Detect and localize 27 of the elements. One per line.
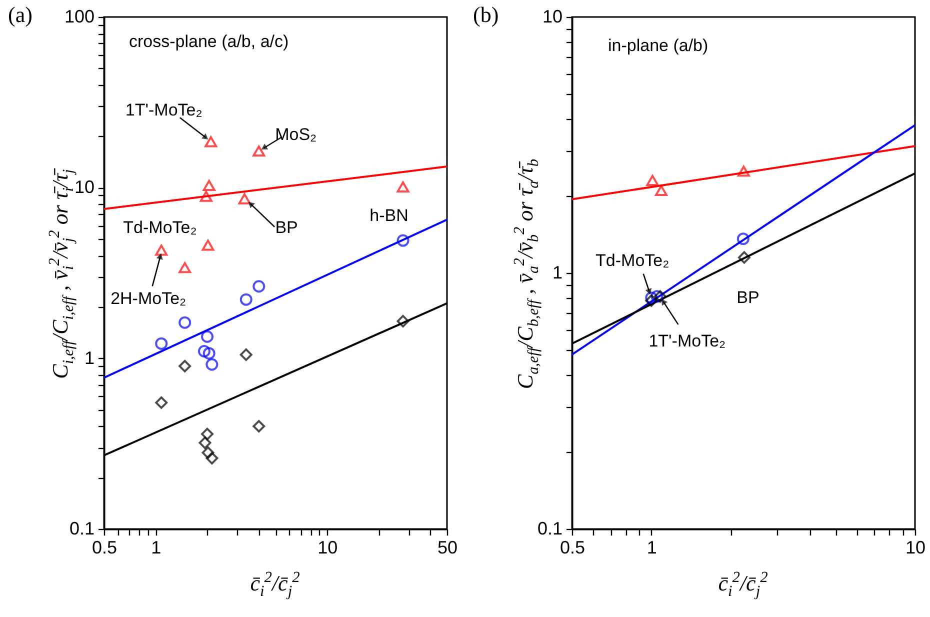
chart-title: (a) xyxy=(8,2,32,28)
y-tick-label: 0.1 xyxy=(537,518,562,538)
y-tick-label: 1 xyxy=(552,262,562,282)
y-tick-label: 1 xyxy=(84,348,94,368)
annotation: 1T'-MoTe₂ xyxy=(125,100,202,120)
annotation: BP xyxy=(736,288,760,307)
annotation: 2H-MoTe₂ xyxy=(110,289,186,308)
annotation: in-plane (a/b) xyxy=(608,36,708,55)
x-tick-label: 10 xyxy=(318,538,338,558)
y-tick-label: 10 xyxy=(542,6,562,26)
annotation: h-BN xyxy=(370,206,408,225)
annotation: 1T'-MoTe₂ xyxy=(648,331,726,350)
annotation: Td-MoTe₂ xyxy=(596,250,670,270)
chart-title: (b) xyxy=(473,2,499,28)
x-tick-label: 1 xyxy=(646,538,657,558)
x-tick-label: 50 xyxy=(437,538,458,558)
annotation: Td-MoTe₂ xyxy=(123,218,197,237)
annotation: BP xyxy=(275,218,298,237)
y-tick-label: 100 xyxy=(64,6,94,26)
x-tick-label: 1 xyxy=(151,538,162,558)
annotation: cross-plane (a/b, a/c) xyxy=(129,32,289,51)
annotation: MoS₂ xyxy=(275,125,317,144)
x-tick-label: 0.5 xyxy=(560,538,586,558)
y-tick-label: 0.1 xyxy=(69,518,94,538)
y-tick-label: 10 xyxy=(74,177,94,198)
x-tick-label: 10 xyxy=(905,538,926,558)
x-tick-label: 0.5 xyxy=(92,538,118,558)
